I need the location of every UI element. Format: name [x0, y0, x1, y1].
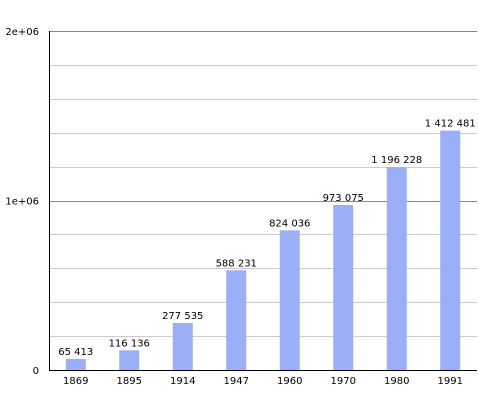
bar-1895: [119, 350, 140, 370]
x-tick-label-1869: 1869: [63, 376, 88, 387]
data-label-1970: 973 075: [323, 193, 364, 204]
x-axis-ticks: 1869 1895 1914 1947 1960 1970 1980 1991: [63, 376, 463, 387]
x-tick-label-1914: 1914: [170, 376, 195, 387]
x-tick-label-1991: 1991: [438, 376, 463, 387]
bar-1970: [333, 205, 354, 370]
data-labels: 65 413 116 136 277 535 588 231 824 036 973 07…: [58, 119, 475, 358]
data-label-1869: 65 413: [58, 347, 93, 358]
data-label-1980: 1 196 228: [371, 155, 422, 166]
x-tick-label-1960: 1960: [277, 376, 302, 387]
y-tick-label: 0: [33, 366, 39, 377]
y-axis-ticks: 0 1e+06 2e+06: [5, 27, 39, 377]
data-label-1991: 1 412 481: [425, 119, 476, 130]
y-tick-label: 2e+06: [5, 27, 39, 38]
x-tick-label-1947: 1947: [224, 376, 249, 387]
grid-lines: [49, 31, 477, 337]
x-tick-label-1895: 1895: [117, 376, 142, 387]
data-label-1947: 588 231: [216, 258, 257, 269]
data-label-1914: 277 535: [162, 311, 203, 322]
data-label-1960: 824 036: [269, 218, 310, 229]
data-label-1895: 116 136: [109, 338, 150, 349]
x-tick-label-1970: 1970: [331, 376, 356, 387]
y-tick-label: 1e+06: [5, 197, 39, 208]
bar-1980: [386, 167, 407, 370]
x-tick-label-1980: 1980: [384, 376, 409, 387]
axes: [49, 31, 477, 371]
bar-1869: [65, 358, 86, 370]
bar-1960: [279, 230, 300, 370]
bar-1991: [440, 130, 461, 370]
bars: [65, 130, 461, 370]
bar-1947: [226, 270, 247, 370]
bar-1914: [172, 322, 193, 370]
